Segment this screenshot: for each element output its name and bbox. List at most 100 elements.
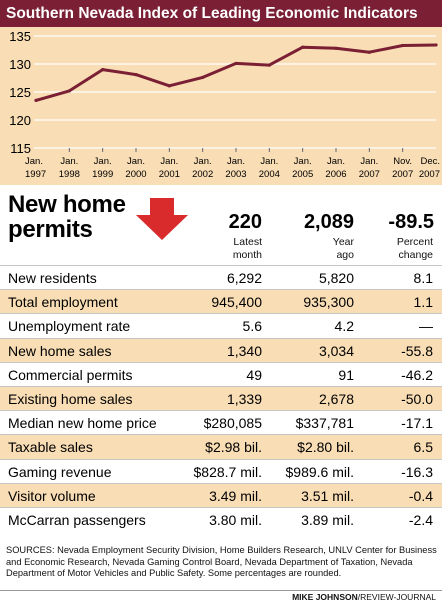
latest-cell: 1,340 <box>226 342 262 359</box>
y-tick-label: 120 <box>9 113 31 128</box>
x-tick-label: Jan. 2005 <box>292 156 313 180</box>
x-tick-label: Dec. 2007 <box>419 156 440 180</box>
line-chart: 115 120 125 130 135 Jan. 1997 Jan. 1998 Jan. 1999 J… <box>9 29 440 180</box>
x-tick-label: Jan. 2006 <box>325 156 346 180</box>
row-label: New home sales <box>8 342 112 359</box>
table-row: Existing home sales 1,339 2,678 -50.0 <box>0 385 442 411</box>
x-tick-label: Jan. 2004 <box>259 156 280 180</box>
percent-cell: 8.1 <box>413 270 433 286</box>
new-home-permits-title: New home permits <box>8 192 126 242</box>
table-row: McCarran passengers 3.80 mil. 3.89 mil. -2.… <box>0 506 442 531</box>
x-tick-label: Jan. 2000 <box>125 156 146 180</box>
row-label: Total employment <box>8 294 118 311</box>
latest-month-header: Latest month <box>233 236 262 262</box>
credit-name: MIKE JOHNSON <box>292 592 358 602</box>
data-point <box>134 73 138 77</box>
latest-cell: 5.6 <box>242 318 262 335</box>
new-home-permits-title-line2: permits <box>8 216 93 243</box>
latest-month-header-line2: month <box>232 249 262 261</box>
x-tick-label: Jan. 2002 <box>192 156 213 180</box>
data-point <box>267 63 271 67</box>
x-tick-label: Jan. 1998 <box>59 156 80 180</box>
year-ago-cell: 5,820 <box>318 270 354 286</box>
sources-note: SOURCES: Nevada Employment Security Divi… <box>6 545 437 578</box>
latest-cell: 3.80 mil. <box>209 511 262 528</box>
permits-percent-value: -89.5 <box>388 211 434 233</box>
year-ago-cell: 935,300 <box>303 294 354 311</box>
latest-cell: 6,292 <box>226 270 262 286</box>
data-point <box>334 46 338 50</box>
percent-cell: -17.1 <box>401 415 433 432</box>
chart-title: Southern Nevada Index of Leading Economi… <box>0 0 442 27</box>
year-ago-header-line2: ago <box>336 249 354 261</box>
year-ago-cell: 91 <box>338 366 354 383</box>
percent-cell: -16.3 <box>401 463 433 480</box>
table-row: Gaming revenue $828.7 mil. $989.6 mil. -16.… <box>0 458 442 483</box>
percent-cell: -0.4 <box>408 487 433 504</box>
data-point <box>67 89 71 93</box>
latest-cell: 1,339 <box>226 390 262 407</box>
data-point <box>434 43 438 47</box>
row-label: Existing home sales <box>8 390 133 407</box>
row-label: Taxable sales <box>8 439 93 456</box>
permits-year-ago-value: 2,089 <box>303 211 354 233</box>
latest-cell: 945,400 <box>211 294 262 311</box>
row-label: Gaming revenue <box>8 463 112 480</box>
x-tick-label: Jan. 1999 <box>92 156 113 180</box>
latest-cell: $828.7 mil. <box>193 463 262 480</box>
year-ago-cell: 3,034 <box>318 342 354 359</box>
permits-latest-value: 220 <box>228 211 262 233</box>
percent-cell: -2.4 <box>408 511 433 528</box>
credit-line: MIKE JOHNSON/REVIEW-JOURNAL <box>292 592 436 602</box>
percent-change-header-line1: Percent <box>396 236 433 248</box>
data-point <box>201 75 205 80</box>
table-row: Total employment 945,400 935,300 1.1 <box>0 289 442 314</box>
indicator-table: New residents 6,292 5,820 8.1 Total employm… <box>0 265 442 531</box>
latest-month-header-line1: Latest <box>233 236 262 248</box>
data-point <box>401 43 405 48</box>
table-row: Commercial permits 49 91 -46.2 <box>0 361 442 386</box>
data-point <box>34 98 38 102</box>
credit-outlet: /REVIEW-JOURNAL <box>357 592 436 602</box>
y-tick-label: 115 <box>10 141 31 156</box>
row-label: Commercial permits <box>8 366 133 383</box>
data-point <box>101 68 105 72</box>
y-tick-label: 130 <box>9 57 31 72</box>
row-label: Unemployment rate <box>8 318 131 335</box>
x-tick-label: Nov. 2007 <box>392 156 413 180</box>
down-arrow-icon <box>136 198 188 240</box>
data-point <box>301 45 305 49</box>
percent-cell: -55.8 <box>401 342 433 359</box>
percent-change-header: Percent change <box>397 236 433 262</box>
year-ago-cell: 3.51 mil. <box>301 487 354 504</box>
percent-cell: -50.0 <box>401 390 433 407</box>
year-ago-header: Year ago <box>333 236 354 262</box>
table-row: New home sales 1,340 3,034 -55.8 <box>0 337 442 362</box>
data-point <box>367 50 371 54</box>
year-ago-cell: 4.2 <box>334 318 354 335</box>
new-home-permits-title-line1: New home <box>8 191 126 218</box>
credit-divider <box>0 590 442 591</box>
x-tick-label: Jan. 1997 <box>25 156 46 180</box>
latest-cell: 3.49 mil. <box>209 487 262 504</box>
year-ago-cell: 3.89 mil. <box>301 511 354 528</box>
percent-cell: 6.5 <box>413 439 433 456</box>
x-tick-label: Jan. 2007 <box>359 156 380 180</box>
y-tick-label: 135 <box>9 29 31 44</box>
table-row: Visitor volume 3.49 mil. 3.51 mil. -0.4 <box>0 482 442 507</box>
percent-cell: 1.1 <box>413 294 433 311</box>
latest-cell: $2.98 bil. <box>205 439 262 456</box>
year-ago-cell: $337,781 <box>295 415 354 432</box>
x-tick-label: Jan. 2003 <box>225 156 246 180</box>
data-point <box>234 61 238 66</box>
table-row: Taxable sales $2.98 bil. $2.80 bil. 6.5 <box>0 434 442 459</box>
x-tick-label: Jan. 2001 <box>159 156 180 180</box>
row-label: Median new home price <box>8 415 157 432</box>
y-tick-label: 125 <box>9 85 31 100</box>
year-ago-cell: 2,678 <box>318 390 354 407</box>
latest-cell: 49 <box>246 366 262 383</box>
row-label: New residents <box>8 270 97 286</box>
percent-cell: — <box>419 318 433 335</box>
year-ago-cell: $989.6 mil. <box>285 463 354 480</box>
